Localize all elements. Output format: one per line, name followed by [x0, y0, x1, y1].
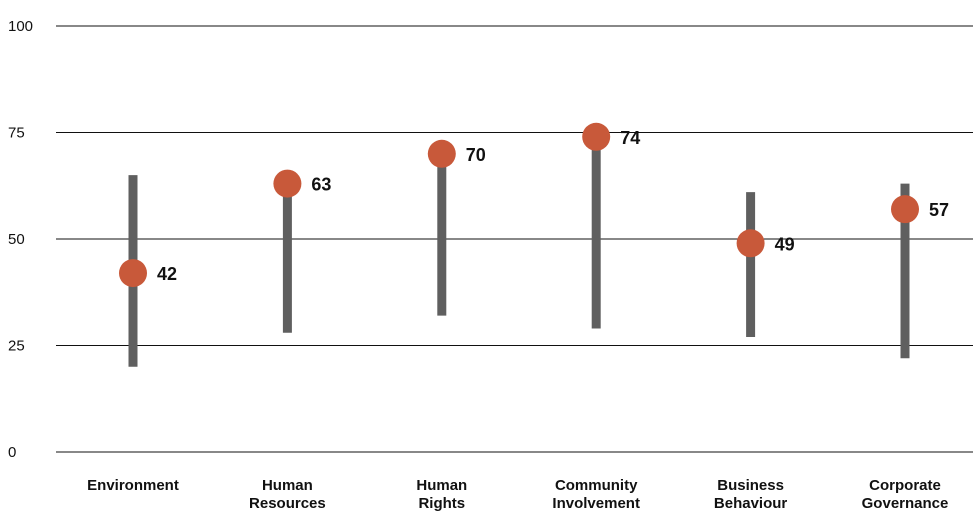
category-label-line: Business [717, 477, 784, 494]
category-label-line: Human [416, 477, 467, 494]
y-tick-label: 75 [8, 125, 25, 142]
category-label-line: Environment [87, 477, 179, 494]
value-dot [891, 195, 919, 224]
value-dot [119, 259, 147, 288]
value-label: 57 [929, 200, 949, 220]
y-tick-label: 25 [8, 338, 25, 355]
category-label-line: Rights [418, 495, 465, 512]
category-label-line: Community [555, 477, 638, 494]
value-label: 42 [157, 264, 177, 284]
gridlines [56, 25, 973, 453]
category-label-line: Behaviour [714, 495, 788, 512]
value-label: 74 [620, 128, 640, 148]
y-tick-label: 50 [8, 231, 25, 248]
category-label-line: Human [262, 477, 313, 494]
y-tick-label: 0 [8, 444, 16, 461]
value-labels: 42 63 70 74 49 57 [157, 128, 949, 284]
value-dots [119, 122, 919, 288]
category-label-line: Corporate [869, 477, 941, 494]
value-dot [582, 122, 611, 151]
category-label: Environment [87, 477, 179, 494]
value-label: 70 [466, 145, 486, 165]
category-label: Human Rights [416, 477, 467, 512]
y-tick-label: 100 [8, 18, 33, 35]
category-label-line: Resources [249, 495, 326, 512]
value-label: 63 [311, 175, 331, 195]
y-axis-tick-labels: 0 25 50 75 100 [8, 18, 33, 461]
value-dot [427, 139, 456, 168]
range-bars [128, 145, 910, 367]
value-label: 49 [775, 234, 795, 254]
value-dot [273, 169, 302, 198]
category-label: Corporate Governance [862, 477, 949, 512]
category-label: Business Behaviour [714, 477, 788, 512]
category-label-line: Involvement [552, 495, 640, 512]
category-label: Human Resources [249, 477, 326, 512]
category-label-line: Governance [862, 495, 949, 512]
category-label: Community Involvement [552, 477, 640, 512]
value-dot [736, 229, 765, 258]
